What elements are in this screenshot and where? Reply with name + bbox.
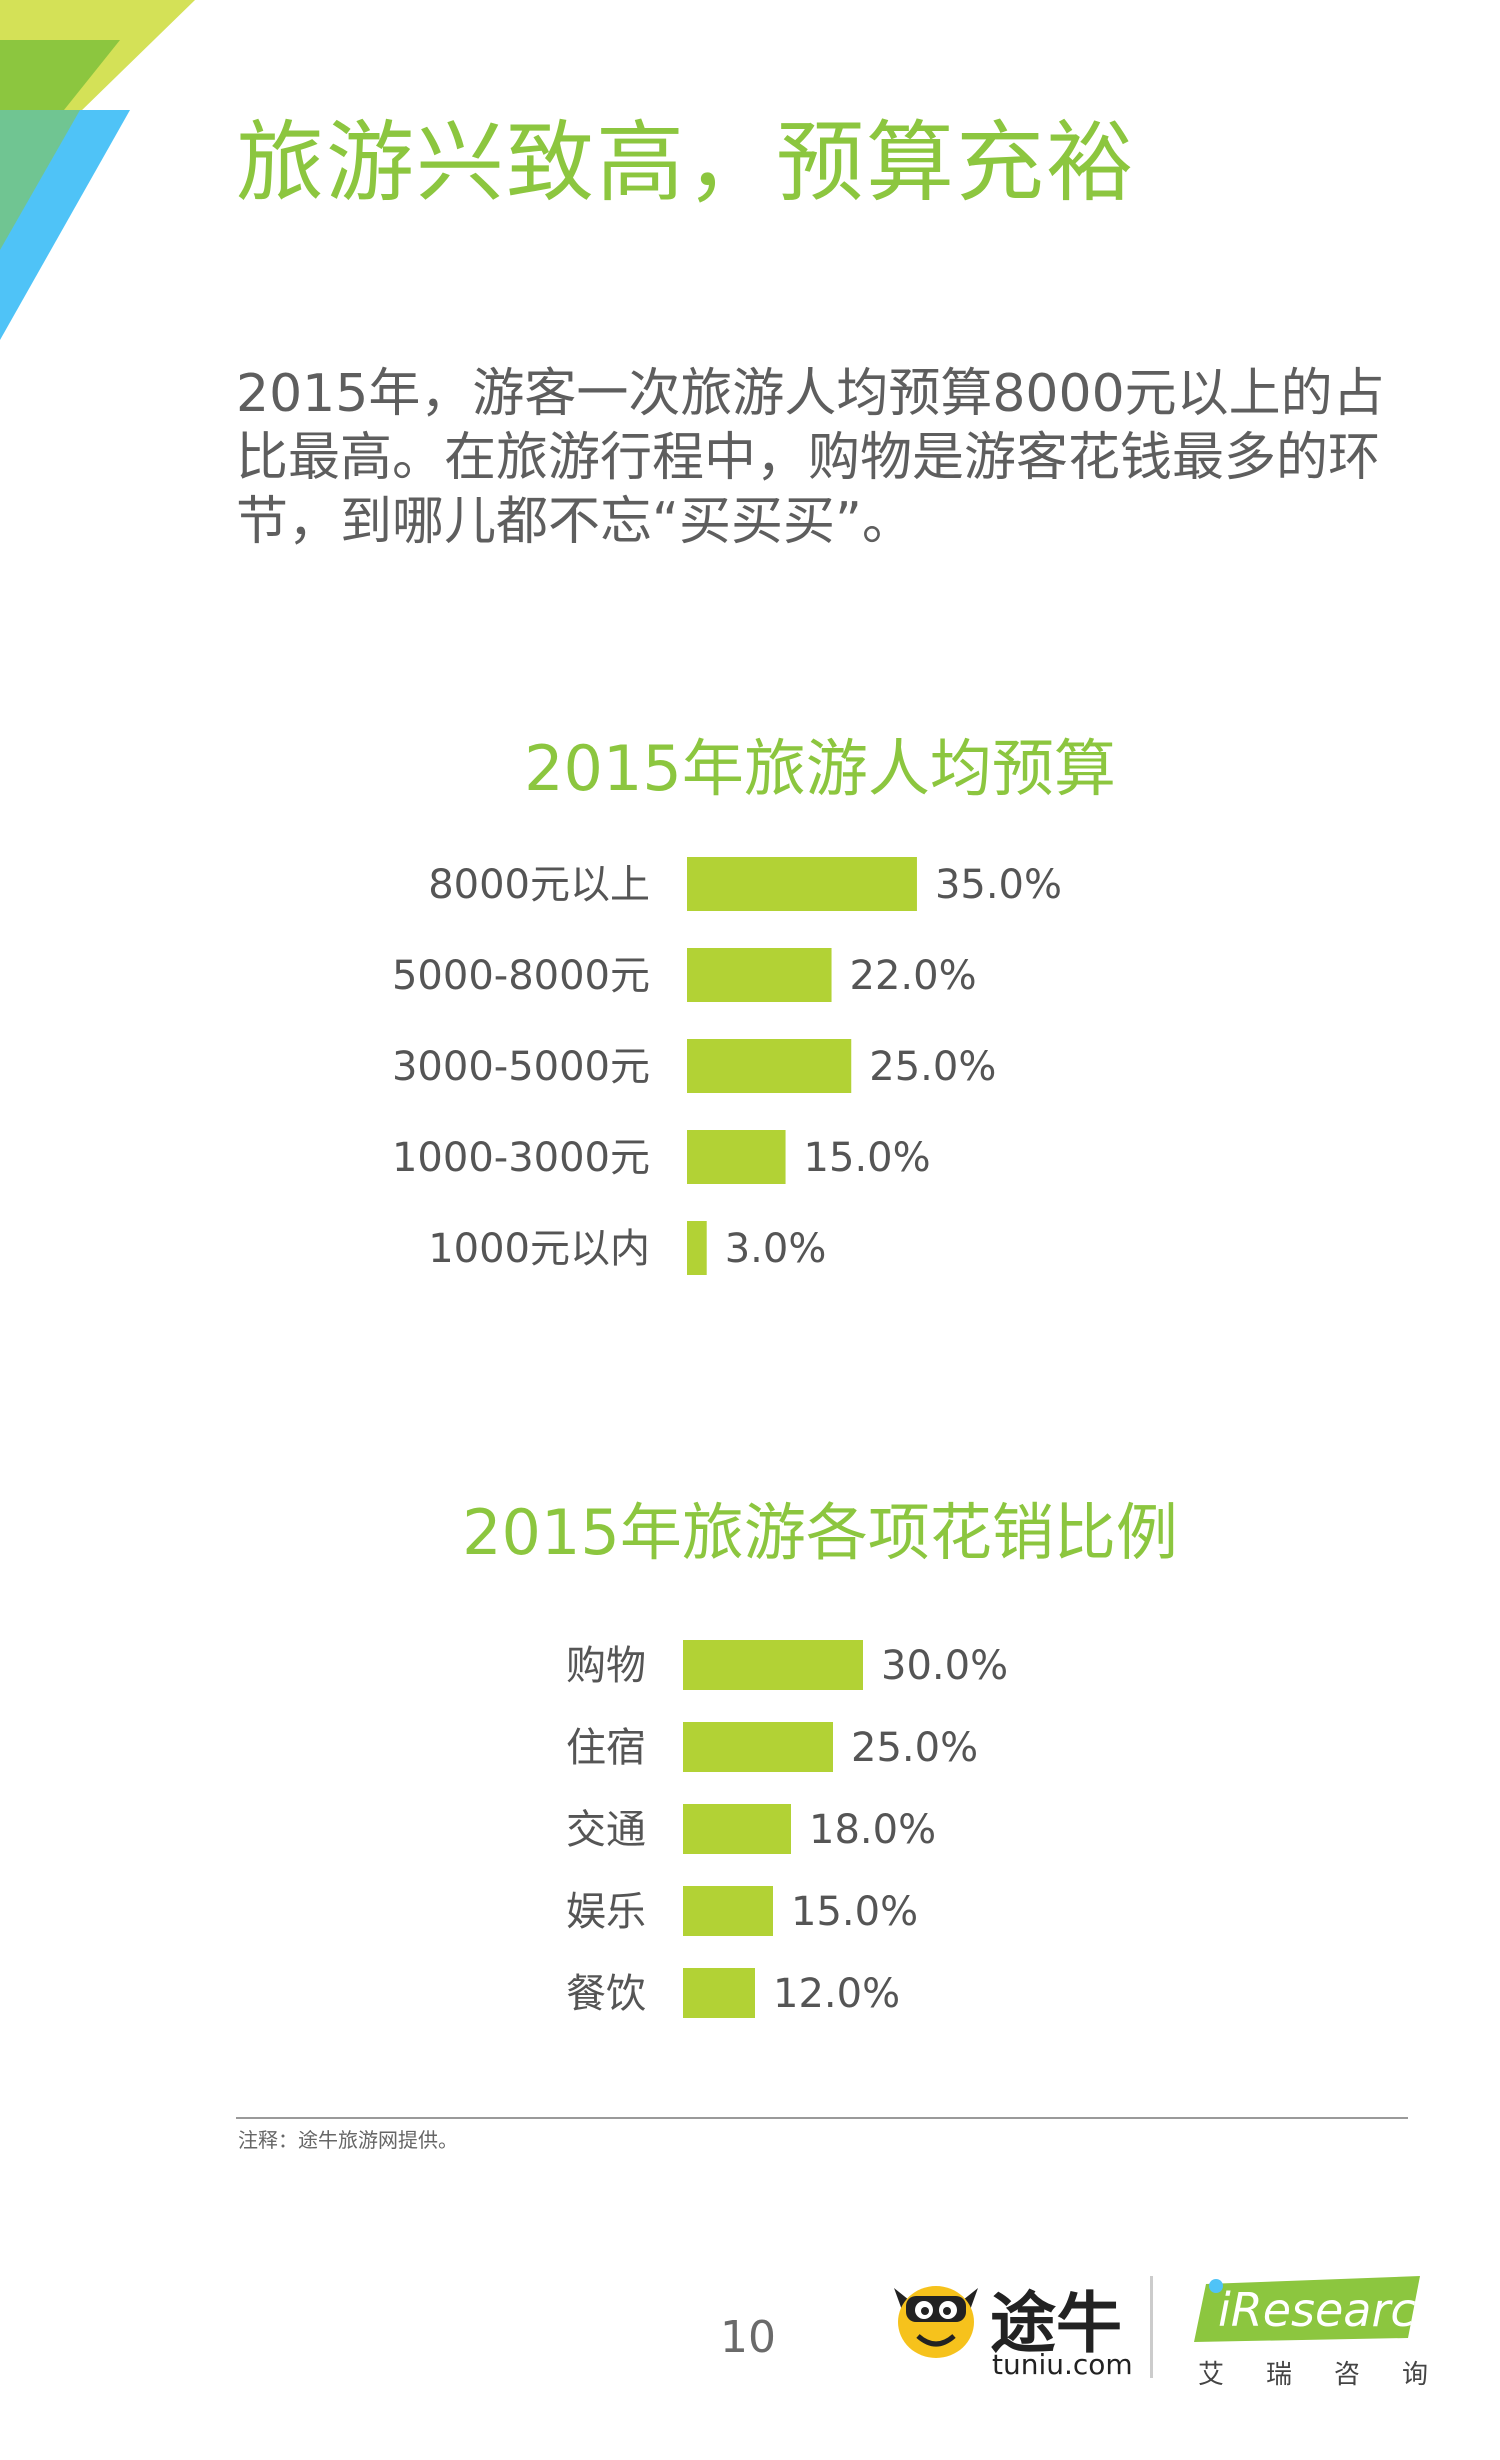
iresearch-cn-char: 询 bbox=[1401, 2360, 1428, 2390]
spending-bar-chart: 购物 30.0% 住宿 25.0% 交通 18.0% 娱乐 15.0% 餐饮 12.0% bbox=[566, 1640, 1008, 2018]
bar bbox=[687, 1130, 786, 1184]
iresearch-logo-text: iResearch bbox=[1218, 2283, 1445, 2337]
iresearch-logo bbox=[1194, 2276, 1420, 2342]
budget-bar-chart: 8000元以上 35.0% 5000-8000元 22.0% 3000-5000元 25.… bbox=[392, 857, 1062, 1275]
footnote: 注释：途牛旅游网提供。 bbox=[238, 2128, 458, 2152]
category-label: 餐饮 bbox=[566, 1971, 646, 2017]
category-label: 8000元以上 bbox=[428, 862, 650, 908]
chart-title-budget: 2015年旅游人均预算 bbox=[524, 732, 1116, 805]
chart-title-spending: 2015年旅游各项花销比例 bbox=[462, 1496, 1178, 1569]
category-label: 娱乐 bbox=[566, 1889, 646, 1935]
value-label: 22.0% bbox=[850, 953, 977, 999]
value-label: 25.0% bbox=[851, 1725, 978, 1771]
tuniu-logo-text: 途牛 bbox=[990, 2285, 1122, 2362]
bar bbox=[687, 1221, 707, 1275]
iresearch-cn-char: 咨 bbox=[1333, 2360, 1360, 2390]
intro-paragraph: 2015年，游客一次旅游人均预算8000元以上的占比最高。在旅游行程中，购物是游… bbox=[236, 364, 1385, 552]
value-label: 30.0% bbox=[881, 1643, 1008, 1689]
value-label: 3.0% bbox=[725, 1226, 827, 1272]
iresearch-cn-char: 瑞 bbox=[1265, 2360, 1292, 2390]
category-label: 交通 bbox=[566, 1807, 646, 1853]
category-label: 购物 bbox=[566, 1643, 646, 1689]
tuniu-cow-logo bbox=[894, 2286, 978, 2358]
corner-decoration bbox=[0, 0, 195, 340]
iresearch-cn-char: 艾 bbox=[1198, 2360, 1225, 2390]
category-label: 住宿 bbox=[566, 1725, 646, 1771]
category-label: 5000-8000元 bbox=[392, 953, 650, 999]
footnote-divider bbox=[236, 2117, 1408, 2119]
category-label: 3000-5000元 bbox=[392, 1044, 650, 1090]
bar bbox=[687, 948, 832, 1002]
page-title: 旅游兴致高，预算充裕 bbox=[236, 111, 1137, 214]
iresearch-cn-text: 艾 瑞 咨 询 bbox=[1198, 2354, 1428, 2391]
category-label: 1000元以内 bbox=[428, 1226, 650, 1272]
bar bbox=[683, 1722, 833, 1772]
value-label: 18.0% bbox=[809, 1807, 936, 1853]
tuniu-domain: tuniu.com bbox=[992, 2348, 1133, 2381]
value-label: 35.0% bbox=[935, 862, 1062, 908]
page-number: 10 bbox=[720, 2312, 776, 2363]
bar bbox=[683, 1968, 755, 2018]
value-label: 15.0% bbox=[804, 1135, 931, 1181]
value-label: 12.0% bbox=[773, 1971, 900, 2017]
bar bbox=[687, 1039, 852, 1093]
value-label: 25.0% bbox=[869, 1044, 996, 1090]
bar bbox=[683, 1886, 773, 1936]
value-label: 15.0% bbox=[791, 1889, 918, 1935]
category-label: 1000-3000元 bbox=[392, 1135, 650, 1181]
bar bbox=[687, 857, 917, 911]
bar bbox=[683, 1804, 791, 1854]
logo-divider bbox=[1150, 2276, 1153, 2378]
bar bbox=[683, 1640, 863, 1690]
